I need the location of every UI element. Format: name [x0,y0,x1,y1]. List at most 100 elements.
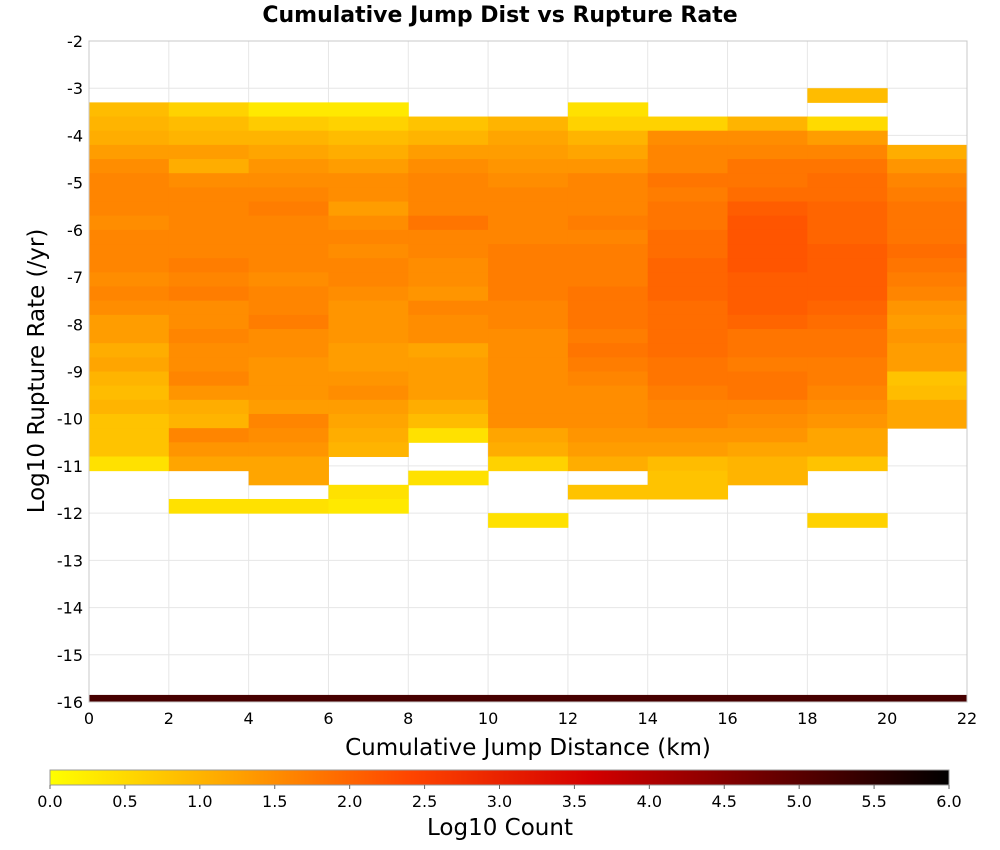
heatmap-cell [248,173,329,188]
heatmap-cell [89,229,170,245]
heatmap-cell [887,272,968,288]
heatmap-cell [567,456,649,472]
heatmap-cell [408,357,489,372]
x-tick-label: 0 [84,709,94,728]
heatmap-cell [328,159,409,174]
y-tick-label: -2 [67,32,83,51]
heatmap-cell [488,244,569,259]
heatmap-cell [248,428,329,443]
heatmap-cell [168,215,250,231]
colorbar [49,769,950,786]
heatmap-cell [168,456,250,472]
heatmap-cell [488,385,569,401]
heatmap-cell [328,187,409,203]
heatmap-cell [567,159,649,174]
heatmap-cell [887,300,968,316]
x-tick-label: 10 [478,709,498,728]
heatmap-cell [727,343,808,358]
heatmap-cell [807,385,888,401]
heatmap-cell [647,484,729,500]
heatmap-cell [727,286,808,302]
heatmap-cell [248,286,329,302]
heatmap-cell [168,413,250,429]
heatmap-cell [328,130,409,146]
colorbar-tick-label: 6.0 [936,792,961,811]
colorbar-tick-label: 0.0 [37,792,62,811]
heatmap-cell [328,385,409,401]
x-tick-label: 16 [717,709,737,728]
heatmap-cell [248,144,329,160]
y-tick-label: -16 [57,693,83,712]
heatmap-cell [408,159,489,174]
heatmap-cell [887,357,968,372]
x-tick-label: 18 [797,709,817,728]
heatmap-cell [567,272,649,288]
heatmap-cell [488,258,569,273]
heatmap-cell [887,244,968,259]
heatmap-cell [89,371,170,387]
colorbar-tick-label: 4.0 [637,792,662,811]
heatmap-cell [727,258,808,273]
heatmap-cell [408,428,489,443]
heatmap-cell [567,357,649,372]
heatmap-cell [168,329,250,344]
heatmap-cell [727,229,808,245]
heatmap-cell [488,144,569,160]
heatmap-cell [807,314,888,330]
heatmap-cell [89,343,170,358]
heatmap-cell [89,272,170,288]
heatmap-cell [488,116,569,132]
heatmap-cell [567,371,649,387]
heatmap-cell [89,173,170,188]
heatmap-cell [408,229,489,245]
colorbar-title: Log10 Count [427,815,573,841]
heatmap-cell [408,470,489,486]
heatmap-cell [807,357,888,372]
heatmap-cell [647,428,729,443]
heatmap-cell [807,215,888,231]
heatmap-cell [248,399,329,415]
heatmap-cell [248,456,329,472]
colorbar-tick-label: 3.5 [562,792,587,811]
heatmap-cell [647,215,729,231]
heatmap-cell [328,442,409,457]
heatmap-cell [248,244,329,259]
heatmap-cell [328,399,409,415]
heatmap-cell [887,286,968,302]
heatmap-cell [727,413,808,429]
heatmap-cell [727,385,808,401]
heatmap-cell [168,116,250,132]
heatmap-cell [807,159,888,174]
heatmap-cell [727,130,808,146]
heatmap-cell [807,343,888,358]
heatmap-cell [887,173,968,188]
heatmap-cell [488,215,569,231]
x-axis-title: Cumulative Jump Distance (km) [345,735,711,761]
heatmap-cell [807,244,888,259]
heatmap-cell [567,116,649,132]
heatmap-cell [328,498,409,514]
heatmap-cell [488,371,569,387]
x-tick-label: 12 [558,709,578,728]
heatmap-cell [647,159,729,174]
heatmap-cell [647,258,729,273]
heatmap-cells [89,88,968,702]
heatmap-cell [488,130,569,146]
heatmap-cell [408,399,489,415]
heatmap-cell [727,300,808,316]
heatmap-cell [647,187,729,203]
y-tick-label: -13 [57,551,83,570]
heatmap-cell [248,314,329,330]
heatmap-cell [89,329,170,344]
heatmap-cell [168,201,250,217]
heatmap-cell [248,116,329,132]
heatmap-cell [408,272,489,288]
heatmap-cell [567,385,649,401]
heatmap-cell [647,130,729,146]
colorbar-tick-label: 2.5 [412,792,437,811]
heatmap-cell [488,173,569,188]
heatmap-cell [887,201,968,217]
heatmap-cell [488,159,569,174]
colorbar-tick-label: 2.0 [337,792,362,811]
